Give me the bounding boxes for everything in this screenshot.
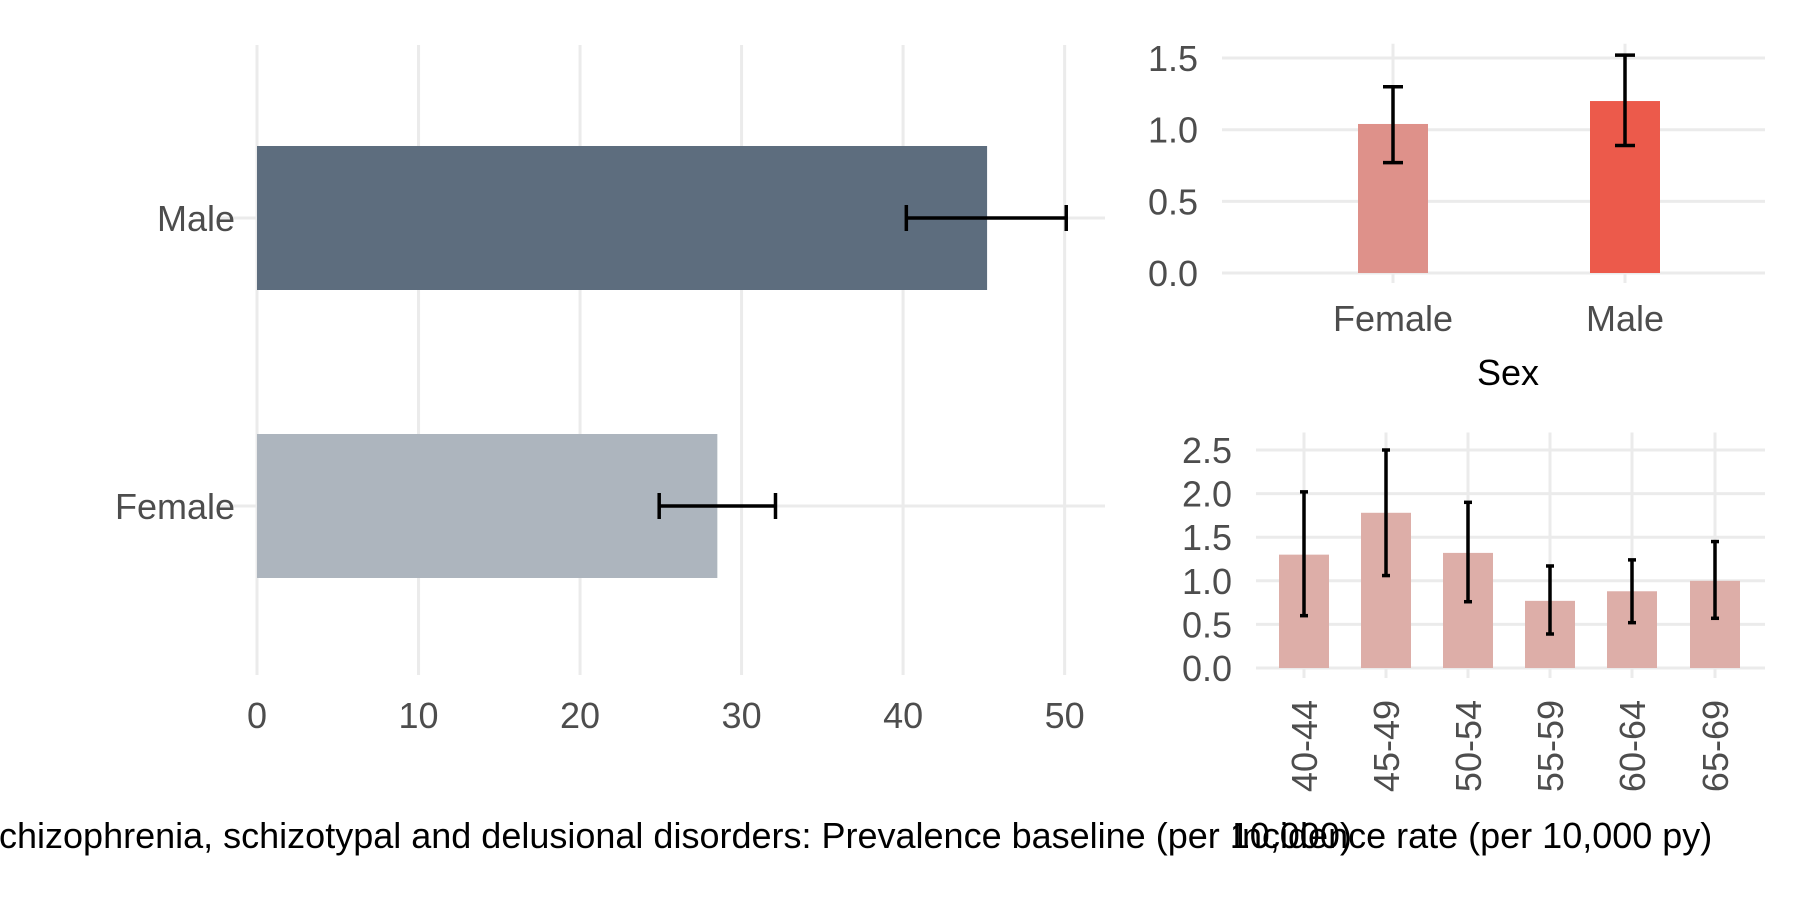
errorbar-age-40-44 (1300, 490, 1308, 618)
y-tick-label: 1.0 (1148, 110, 1198, 151)
x-tick-label: 55-59 (1530, 700, 1571, 792)
y-tick-label: 1.5 (1182, 517, 1232, 558)
x-tick-label: 0 (247, 695, 267, 736)
x-tick-label: Male (1586, 298, 1664, 339)
incidence-by-age-panel: 0.00.51.01.52.02.5 40-44 45-49 50-54 55-59 60… (1182, 430, 1765, 792)
x-tick-label: Female (1333, 298, 1453, 339)
errorbar-age-60-64 (1628, 558, 1636, 625)
errorbar-male (904, 205, 1068, 231)
bar-male (257, 146, 988, 290)
bar-female (257, 434, 718, 578)
y-tick-label: Male (157, 198, 235, 239)
x-tick-label: 45-49 (1366, 700, 1407, 792)
x-tick-label: 10 (399, 695, 439, 736)
errorbar-age-45-49 (1382, 448, 1390, 578)
y-tick-label: 1.0 (1182, 561, 1232, 602)
y-tick-label: 0.0 (1182, 648, 1232, 689)
incidence-axis-title: Incidence rate (per 10,000 py) (1232, 815, 1712, 856)
x-tick-label: 60-64 (1612, 700, 1653, 792)
x-tick-label: 40-44 (1284, 700, 1325, 792)
y-tick-label: 0.0 (1148, 253, 1198, 294)
prevalence-by-sex-panel: 0 10 20 30 40 50 Male Female (115, 45, 1105, 736)
y-tick-label: Female (115, 486, 235, 527)
y-tick-label: 2.5 (1182, 430, 1232, 471)
y-tick-label: 0.5 (1148, 181, 1198, 222)
errorbar-female (657, 493, 778, 519)
y-tick-label: 1.5 (1148, 38, 1198, 79)
prevalence-axis-title: Schizophrenia, schizotypal and delusiona… (0, 815, 1352, 856)
errorbar-male (1615, 53, 1635, 148)
y-tick-label: 0.5 (1182, 604, 1232, 645)
errorbar-age-65-69 (1711, 539, 1719, 621)
errorbar-female (1383, 84, 1403, 165)
x-tick-label: 20 (560, 695, 600, 736)
errorbar-age-50-54 (1464, 500, 1472, 604)
x-tick-label: 50-54 (1448, 700, 1489, 792)
errorbar-age-55-59 (1546, 564, 1554, 636)
sex-axis-title: Sex (1477, 352, 1539, 393)
incidence-by-sex-panel: 0.0 0.5 1.0 1.5 Female Male (1148, 38, 1765, 339)
x-tick-label: 30 (722, 695, 762, 736)
x-tick-label: 40 (883, 695, 923, 736)
x-tick-label: 65-69 (1695, 700, 1736, 792)
y-tick-label: 2.0 (1182, 474, 1232, 515)
x-tick-label: 50 (1045, 695, 1085, 736)
